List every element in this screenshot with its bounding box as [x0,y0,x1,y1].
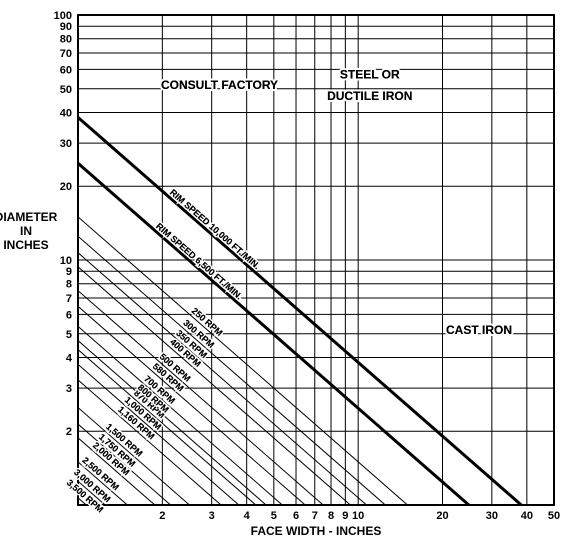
y-tick-label: 5 [66,329,72,341]
chart-container: 2345678910203040502345678910203040506070… [0,0,562,545]
x-tick-label: 10 [352,510,364,522]
y-tick-label: 7 [66,293,72,305]
x-tick-label: 8 [328,510,334,522]
region-label: CONSULT FACTORY [161,78,278,92]
y-tick-label: 8 [66,279,72,291]
y-tick-label: 50 [60,84,72,96]
y-tick-label: 2 [66,426,72,438]
y-tick-label: 100 [54,10,72,22]
y-axis-title: INCHES [3,238,48,252]
y-tick-label: 70 [60,48,72,60]
y-tick-label: 40 [60,107,72,119]
y-tick-label: 9 [66,266,72,278]
y-tick-label: 6 [66,309,72,321]
y-axis-title: DIAMETER [0,210,58,224]
x-tick-label: 40 [521,510,533,522]
x-tick-label: 20 [436,510,448,522]
y-axis-title: IN [20,224,32,238]
y-tick-label: 10 [60,255,72,267]
region-label: CAST IRON [446,323,512,337]
y-tick-label: 20 [60,181,72,193]
x-tick-label: 5 [271,510,277,522]
x-tick-label: 2 [159,510,165,522]
x-tick-label: 50 [548,510,560,522]
chart-svg: 2345678910203040502345678910203040506070… [0,0,562,545]
x-tick-label: 7 [312,510,318,522]
x-axis-title: FACE WIDTH - INCHES [251,524,382,538]
x-tick-label: 6 [293,510,299,522]
region-label: STEEL OR [340,68,400,82]
y-tick-label: 30 [60,138,72,150]
x-tick-label: 9 [342,510,348,522]
y-tick-label: 60 [60,64,72,76]
x-tick-label: 30 [486,510,498,522]
region-label: DUCTILE IRON [327,89,412,103]
y-tick-label: 80 [60,34,72,46]
y-tick-label: 3 [66,383,72,395]
x-tick-label: 3 [209,510,215,522]
x-tick-label: 4 [244,510,251,522]
y-tick-label: 4 [66,352,73,364]
y-tick-label: 90 [60,21,72,33]
